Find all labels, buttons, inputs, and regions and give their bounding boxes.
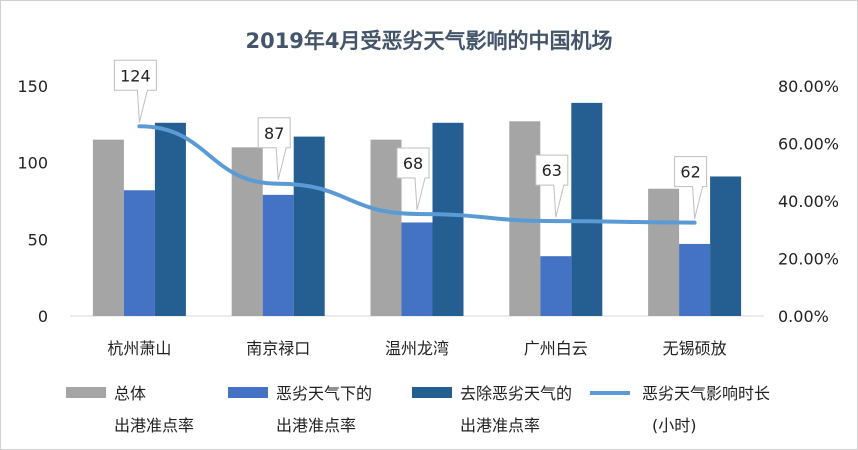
bar-series-1-5 bbox=[648, 188, 680, 316]
left-tick-label: 100 bbox=[17, 154, 48, 173]
callout-box bbox=[113, 59, 157, 123]
legend-item-4: 恶劣天气影响时长 (小时) bbox=[590, 384, 770, 435]
right-tick-label: 0.00% bbox=[778, 307, 829, 326]
legend-label-line2: 出港准点率 bbox=[460, 416, 540, 435]
category-label: 南京禄口 bbox=[246, 339, 310, 358]
chart-title: 2019年4月受恶劣天气影响的中国机场 bbox=[245, 29, 612, 53]
right-tick-label: 40.00% bbox=[778, 192, 839, 211]
category-labels: 杭州萧山 南京禄口 温州龙湾 广州白云 无锡硕放 bbox=[107, 339, 726, 358]
legend-label-line1: 恶劣天气影响时长 bbox=[642, 384, 770, 403]
bar-series-1-3 bbox=[370, 139, 402, 316]
bar-series-2-3 bbox=[401, 222, 433, 316]
callout-value: 87 bbox=[264, 124, 284, 143]
line-series-group bbox=[137, 124, 697, 225]
callout-value: 124 bbox=[120, 66, 151, 85]
bar-series-3-4 bbox=[571, 102, 603, 316]
category-label: 广州白云 bbox=[524, 339, 588, 358]
left-tick-label: 150 bbox=[17, 77, 48, 96]
legend-label-line2: 出港准点率 bbox=[276, 416, 356, 435]
category-label: 无锡硕放 bbox=[663, 339, 727, 358]
category-label: 杭州萧山 bbox=[107, 339, 171, 358]
right-axis: 0.00% 20.00% 40.00% 60.00% 80.00% bbox=[778, 77, 839, 326]
left-tick-label: 50 bbox=[28, 230, 48, 249]
bar-series-3-2 bbox=[293, 136, 325, 316]
right-tick-label: 60.00% bbox=[778, 135, 839, 154]
line-data-label-4: 63 bbox=[535, 154, 569, 218]
bar-series-3-5 bbox=[710, 176, 742, 316]
callout-box bbox=[396, 147, 430, 211]
bar-series-3-3 bbox=[432, 122, 464, 316]
line-data-label-2: 87 bbox=[257, 117, 291, 180]
bar-series-2-2 bbox=[262, 194, 294, 316]
callout-box bbox=[257, 117, 291, 180]
line-data-label-3: 68 bbox=[396, 147, 430, 211]
bar-series-2-4 bbox=[540, 256, 572, 316]
legend-swatch bbox=[412, 387, 452, 398]
line-series-path bbox=[137, 124, 697, 225]
line-data-label-1: 124 bbox=[113, 59, 157, 123]
bar-series-1-1 bbox=[92, 139, 124, 316]
callout-value: 63 bbox=[542, 161, 562, 180]
category-label: 温州龙湾 bbox=[385, 339, 449, 358]
callout-box bbox=[674, 156, 708, 219]
callout-box bbox=[535, 154, 569, 218]
legend-swatch bbox=[66, 387, 106, 398]
legend-label-line2: 出港准点率 bbox=[114, 416, 194, 435]
legend-label-line1: 去除恶劣天气的 bbox=[460, 384, 572, 403]
right-tick-label: 20.00% bbox=[778, 250, 839, 269]
legend-label-line1: 总体 bbox=[114, 384, 146, 403]
legend: 总体出港准点率恶劣天气下的出港准点率去除恶劣天气的出港准点率恶劣天气影响时长(小… bbox=[66, 384, 770, 435]
legend-label-line1: 恶劣天气下的 bbox=[276, 384, 372, 403]
callout-value: 68 bbox=[403, 154, 423, 173]
bar-series-3-1 bbox=[154, 122, 186, 316]
right-tick-label: 80.00% bbox=[778, 77, 839, 96]
legend-label-line2: (小时) bbox=[652, 416, 697, 435]
bar-series-2-5 bbox=[679, 243, 711, 316]
bar-series-group bbox=[92, 102, 742, 317]
left-axis: 0 50 100 150 bbox=[17, 77, 48, 326]
line-data-label-5: 62 bbox=[674, 156, 708, 219]
callout-value: 62 bbox=[680, 163, 700, 182]
legend-swatch bbox=[228, 387, 268, 398]
data-label-group: 124 87 68 63 62 bbox=[113, 59, 708, 219]
bar-series-2-1 bbox=[123, 190, 155, 316]
left-tick-label: 0 bbox=[38, 307, 48, 326]
